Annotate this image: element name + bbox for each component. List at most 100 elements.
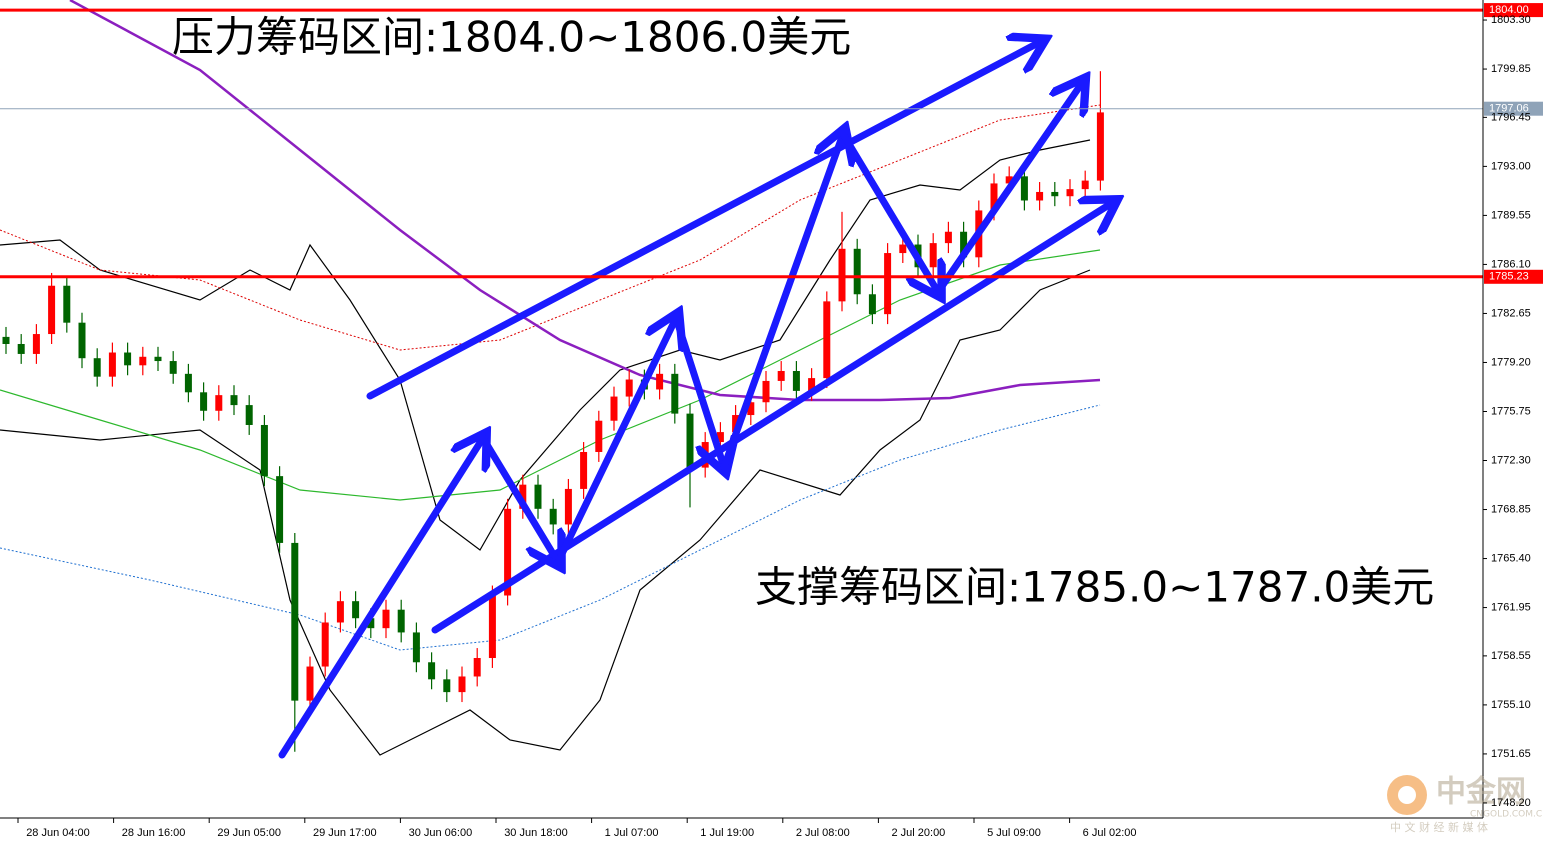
candle-body	[610, 396, 618, 421]
x-tick-label: 5 Jul 09:00	[987, 827, 1041, 839]
price-level-label: 1785.23	[1489, 271, 1529, 283]
ma-purple	[69, 0, 1101, 402]
candle-body	[534, 484, 542, 509]
y-tick-label: 1748.20	[1491, 797, 1531, 809]
candle-body	[732, 415, 740, 433]
candle-body	[48, 285, 56, 335]
candle-body	[990, 183, 998, 211]
y-tick-label: 1758.55	[1491, 650, 1531, 662]
candles	[2, 71, 1104, 752]
y-tick-label: 1803.30	[1491, 14, 1531, 26]
candle-body	[93, 358, 101, 377]
price-level-box	[1484, 101, 1543, 116]
y-tick-label: 1775.75	[1491, 405, 1531, 417]
candle-body	[884, 253, 892, 315]
candle-body	[2, 336, 10, 344]
candle-body	[215, 395, 223, 411]
candle-body	[853, 248, 861, 295]
candle-body	[519, 484, 527, 509]
y-tick-label: 1786.10	[1491, 258, 1531, 270]
candle-body	[200, 392, 208, 411]
candle-body	[960, 231, 968, 258]
candle-body	[488, 595, 496, 659]
x-tick-label: 30 Jun 18:00	[504, 827, 568, 839]
candle-body	[139, 356, 147, 366]
indicators	[0, 0, 1101, 756]
candle-body	[473, 658, 481, 677]
candle-body	[595, 420, 603, 452]
candle-body	[944, 231, 952, 244]
price-level-box	[1484, 3, 1543, 18]
watermark: 中金网 CNGOLD.COM.CN 中 文 财 经 新 媒 体	[1387, 775, 1543, 834]
candle-body	[549, 508, 557, 525]
y-tick-label: 1782.65	[1491, 307, 1531, 319]
bollinger-upper	[0, 139, 1091, 551]
y-tick-label: 1751.65	[1491, 748, 1531, 760]
y-tick-label: 1793.00	[1491, 160, 1531, 172]
x-tick-label: 28 Jun 04:00	[26, 827, 90, 839]
candle-body	[1066, 189, 1074, 197]
x-tick-label: 6 Jul 02:00	[1083, 827, 1137, 839]
arrow	[278, 438, 483, 759]
y-tick-label: 1789.55	[1491, 209, 1531, 221]
x-tick-label: 2 Jul 08:00	[796, 827, 850, 839]
annotation: 支撑筹码区间:1785.0~1787.0美元	[755, 563, 1434, 612]
slogan: 中 文 财 经 新 媒 体	[1390, 820, 1488, 834]
y-tick-label: 1755.10	[1491, 699, 1531, 711]
candle-body	[808, 378, 816, 391]
candle-body	[868, 294, 876, 315]
candle-body	[245, 405, 253, 425]
candle-body	[321, 622, 329, 667]
y-tick-label: 1799.85	[1491, 63, 1531, 75]
candle-body	[1020, 176, 1028, 201]
candle-body	[382, 609, 390, 629]
candle-body	[260, 424, 268, 477]
x-tick-label: 1 Jul 07:00	[605, 827, 659, 839]
y-tick-label: 1761.95	[1491, 601, 1531, 613]
arrow	[839, 130, 938, 292]
levels: 1804.00 1797.06 1785.23	[0, 3, 1543, 284]
candle-body	[154, 356, 162, 362]
envelope-lower	[0, 404, 1101, 651]
candle-body	[63, 285, 71, 323]
site: CNGOLD.COM.CN	[1470, 810, 1543, 820]
candle-body	[108, 352, 116, 377]
x-tick-label: 1 Jul 19:00	[700, 827, 754, 839]
candle-body	[1005, 176, 1013, 184]
candle-body	[899, 244, 907, 254]
x-tick-label: 30 Jun 06:00	[409, 827, 473, 839]
candle-body	[124, 352, 132, 366]
candle-body	[443, 679, 451, 693]
candle-body	[428, 662, 436, 680]
candle-body	[792, 370, 800, 391]
arrow	[934, 83, 1082, 296]
candle-body	[625, 379, 633, 397]
candle-body	[838, 248, 846, 302]
candle-body	[747, 402, 755, 416]
candle-body	[306, 666, 314, 701]
candle-body	[32, 334, 40, 354]
y-tick-label: 1765.40	[1491, 552, 1531, 564]
price-level-label: 1797.06	[1489, 103, 1529, 115]
price-level-label: 1804.00	[1489, 4, 1529, 16]
candle-body	[352, 601, 360, 619]
annotation: 压力筹码区间:1804.0~1806.0美元	[172, 13, 851, 62]
bollinger-lower	[0, 269, 1091, 756]
arrow	[672, 314, 724, 467]
candle-body	[762, 380, 770, 403]
candle-body	[777, 370, 785, 381]
candle-body	[1036, 191, 1044, 201]
candle-body	[78, 322, 86, 359]
arrow	[720, 134, 843, 471]
candle-body	[276, 476, 284, 543]
candle-body	[580, 451, 588, 489]
y-tick-label: 1796.45	[1491, 111, 1531, 123]
y-tick-label: 1768.85	[1491, 503, 1531, 515]
x-tick-label: 28 Jun 16:00	[122, 827, 186, 839]
candle-body	[671, 373, 679, 414]
candle-body	[458, 676, 466, 693]
arrow	[366, 42, 1040, 400]
candle-body	[367, 618, 375, 629]
candle-body	[1096, 112, 1104, 181]
candle-body	[230, 395, 238, 406]
